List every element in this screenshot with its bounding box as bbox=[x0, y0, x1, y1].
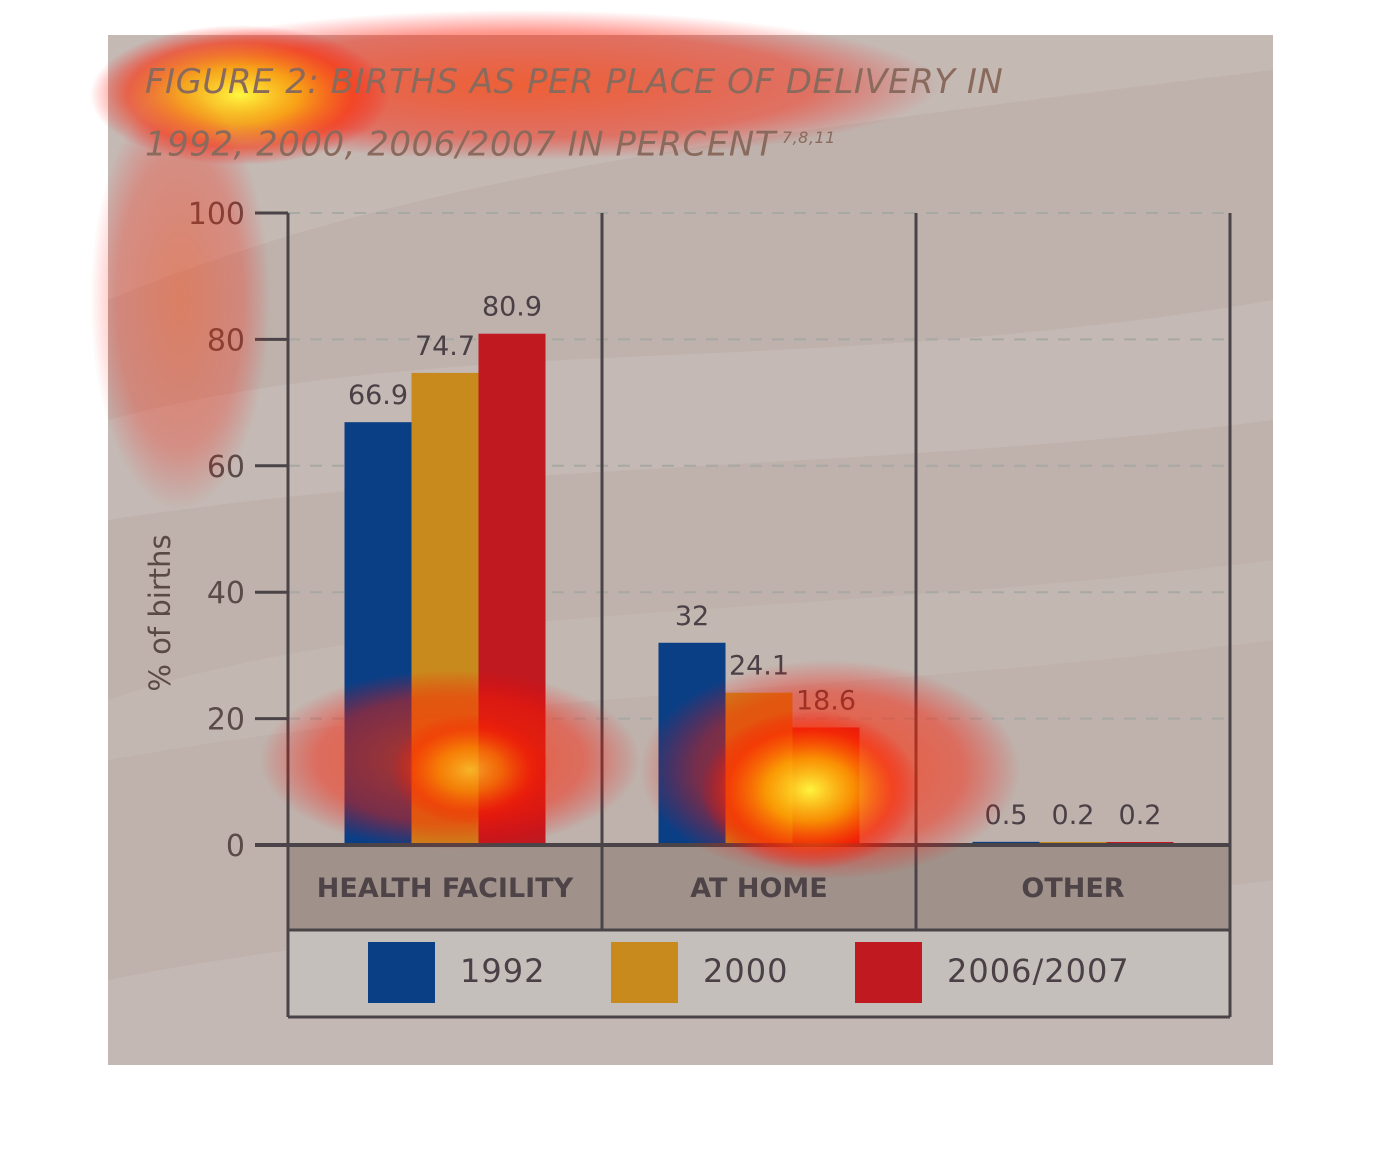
data-label: 80.9 bbox=[482, 292, 542, 323]
heat-blob bbox=[90, 90, 270, 510]
legend-band-fill bbox=[288, 930, 1230, 1017]
data-label: 0.2 bbox=[1052, 800, 1095, 831]
legend-label: 2000 bbox=[703, 952, 788, 990]
legend-swatch-2006-2007 bbox=[855, 942, 922, 1003]
legend-swatch-2000 bbox=[611, 942, 678, 1003]
category-labels: HEALTH FACILITY AT HOME OTHER bbox=[317, 873, 1125, 904]
category-band bbox=[288, 845, 1230, 1017]
chart-title-line-2-text: 1992, 2000, 2006/2007 IN PERCENT bbox=[145, 124, 776, 165]
heatmap-overlay bbox=[90, 10, 1020, 880]
chart-title-line-2: 1992, 2000, 2006/2007 IN PERCENT 7,8,11 bbox=[145, 110, 1045, 172]
chart-title-line-1: FIGURE 2: BIRTHS AS PER PLACE OF DELIVER… bbox=[145, 62, 1004, 102]
data-label: 74.7 bbox=[415, 331, 475, 362]
category-label: OTHER bbox=[1021, 873, 1124, 904]
data-label: 0.2 bbox=[1119, 800, 1162, 831]
y-axis-label: % of births bbox=[143, 534, 177, 691]
legend: 1992 2000 2006/2007 bbox=[368, 942, 1130, 1003]
legend-swatch-1992 bbox=[368, 942, 435, 1003]
y-tick-label: 40 bbox=[207, 576, 245, 611]
y-tick-label: 20 bbox=[207, 703, 245, 738]
y-tick-label: 0 bbox=[226, 829, 245, 864]
data-label: 66.9 bbox=[348, 380, 408, 411]
legend-label: 1992 bbox=[460, 952, 545, 990]
heat-blob bbox=[390, 715, 550, 825]
heat-blob bbox=[700, 710, 920, 870]
chart-title: FIGURE 2: BIRTHS AS PER PLACE OF DELIVER… bbox=[145, 55, 1045, 172]
background-wave bbox=[108, 300, 1273, 520]
chart-title-superscript: 7,8,11 bbox=[781, 128, 836, 147]
category-label: HEALTH FACILITY bbox=[317, 873, 574, 904]
data-label: 32 bbox=[675, 601, 709, 632]
legend-label: 2006/2007 bbox=[947, 952, 1130, 990]
